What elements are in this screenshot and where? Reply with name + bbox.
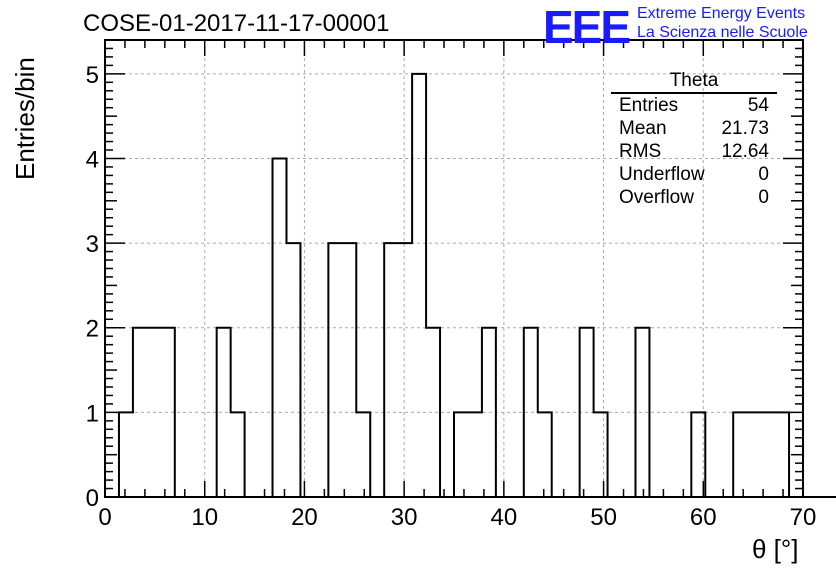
stats-value: 0	[758, 187, 769, 208]
x-tick-label: 60	[690, 504, 717, 531]
x-tick-label: 20	[291, 504, 318, 531]
stats-row: RMS 12.64	[611, 140, 777, 163]
stats-rows: Entries 54 Mean 21.73 RMS 12.64 Underflow 0 Over…	[611, 94, 777, 209]
logo-line-1: Extreme Energy Events	[637, 5, 806, 22]
x-tick-label: 70	[790, 504, 817, 531]
stats-box: Theta Entries 54 Mean 21.73 RMS 12.64 Underflo…	[611, 70, 777, 209]
stats-row: Underflow 0	[611, 163, 777, 186]
x-tick-label: 10	[191, 504, 218, 531]
y-tick-label: 1	[86, 400, 99, 427]
logo-line-2: La Scienza nelle Scuole	[637, 24, 808, 41]
x-tick-label: 40	[491, 504, 518, 531]
stats-title: Theta	[611, 70, 777, 94]
y-axis-label: Entries/bin	[10, 57, 40, 180]
stats-value: 21.73	[721, 118, 769, 139]
y-tick-label: 3	[86, 231, 99, 258]
stats-label: Mean	[619, 118, 667, 139]
stats-value: 54	[747, 95, 769, 116]
y-tick-label: 5	[86, 62, 99, 89]
stats-row: Mean 21.73	[611, 117, 777, 140]
stats-label: RMS	[619, 141, 662, 162]
stats-label: Underflow	[619, 164, 705, 185]
stats-label: Overflow	[619, 187, 694, 208]
x-axis-label: θ [°]	[752, 534, 799, 564]
histogram-title: COSE-01-2017-11-17-00001	[83, 10, 390, 37]
stats-value: 0	[758, 164, 769, 185]
x-tick-label: 50	[590, 504, 617, 531]
y-tick-label: 4	[86, 146, 99, 173]
stats-row: Entries 54	[611, 94, 777, 117]
axis-ticks	[104, 39, 804, 498]
stats-row: Overflow 0	[611, 186, 777, 209]
stats-value: 12.64	[721, 141, 769, 162]
logo-text: Extreme Energy Events La Scienza nelle S…	[637, 4, 808, 42]
tick-labels: 0 10 20 30 40 50 60 70 0 1 2 3 4 5	[86, 62, 817, 531]
x-tick-label: 30	[391, 504, 418, 531]
y-tick-label: 0	[86, 485, 99, 512]
y-tick-label: 2	[86, 316, 99, 343]
stats-label: Entries	[619, 95, 679, 116]
x-tick-label: 0	[98, 504, 111, 531]
eee-logo: EEE	[543, 1, 631, 53]
